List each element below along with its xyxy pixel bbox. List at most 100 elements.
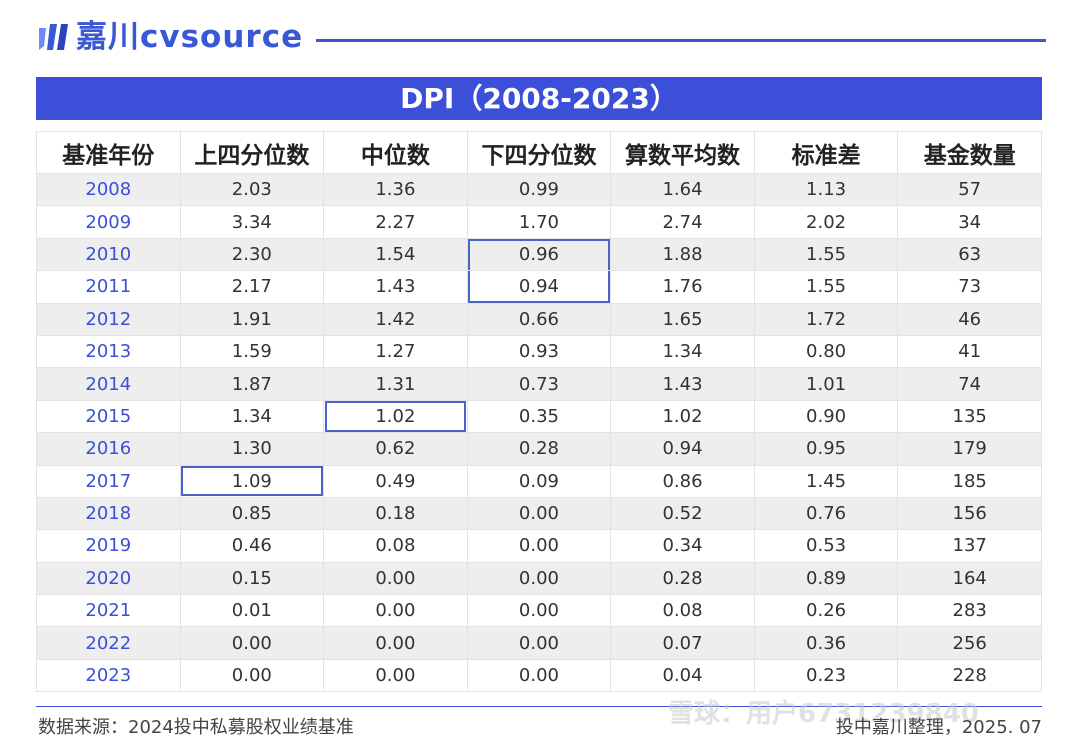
table-cell: 0.07 — [610, 626, 755, 660]
table-cell: 179 — [897, 432, 1042, 466]
table-cell: 1.59 — [179, 334, 325, 369]
table-row: 2016 1.30 0.62 0.28 0.94 0.95 179 — [36, 432, 1042, 466]
brand-name: 嘉川cvsource — [76, 19, 304, 55]
table-title: DPI（2008-2023） — [36, 77, 1042, 120]
column-header: 上四分位数 — [179, 131, 325, 174]
year-cell: 2013 — [36, 334, 181, 369]
table-row: 2008 2.03 1.36 0.99 1.64 1.13 57 — [36, 172, 1042, 207]
table-row: 2018 0.85 0.18 0.00 0.52 0.76 156 — [36, 496, 1042, 531]
table-cell: 2.27 — [323, 205, 468, 239]
table-cell: 0.86 — [610, 464, 755, 498]
table-cell: 228 — [897, 658, 1042, 693]
table-row: 2015 1.34 1.02 0.35 1.02 0.90 135 — [36, 399, 1042, 434]
table-cell: 156 — [897, 496, 1042, 531]
year-cell: 2016 — [36, 432, 181, 466]
table-cell: 0.08 — [323, 529, 468, 563]
table-cell: 3.34 — [179, 205, 325, 239]
table-cell: 1.55 — [753, 270, 899, 304]
table-cell: 0.95 — [753, 432, 899, 466]
year-cell: 2014 — [36, 367, 181, 401]
year-cell: 2021 — [36, 594, 181, 628]
table-cell: 283 — [897, 594, 1042, 628]
year-cell: 2009 — [36, 205, 181, 239]
year-cell: 2015 — [36, 399, 181, 434]
table-cell: 185 — [897, 464, 1042, 498]
table-cell: 0.94 — [466, 270, 612, 304]
table-cell: 0.00 — [466, 594, 612, 628]
table-cell: 0.99 — [466, 172, 612, 207]
table-cell: 1.02 — [323, 399, 468, 434]
table-cell: 0.85 — [179, 496, 325, 531]
year-cell: 2012 — [36, 302, 181, 336]
table-cell: 0.34 — [610, 529, 755, 563]
year-cell: 2023 — [36, 658, 181, 693]
table-cell: 256 — [897, 626, 1042, 660]
table-cell: 1.91 — [179, 302, 325, 336]
table-cell: 0.00 — [466, 626, 612, 660]
table-cell: 0.35 — [466, 399, 612, 434]
table-cell: 1.43 — [323, 270, 468, 304]
table-cell: 1.45 — [753, 464, 899, 498]
table-body: 2008 2.03 1.36 0.99 1.64 1.13 57 2009 3.34 2.27 1.… — [36, 172, 1042, 693]
table-cell: 0.94 — [610, 432, 755, 466]
table-cell: 0.23 — [753, 658, 899, 693]
table-cell: 0.26 — [753, 594, 899, 628]
table-cell: 0.96 — [466, 237, 612, 272]
table-cell: 1.13 — [753, 172, 899, 207]
column-header: 下四分位数 — [466, 131, 612, 174]
year-cell: 2019 — [36, 529, 181, 563]
table-cell: 0.00 — [323, 626, 468, 660]
table-row: 2010 2.30 1.54 0.96 1.88 1.55 63 — [36, 237, 1042, 272]
table-row: 2014 1.87 1.31 0.73 1.43 1.01 74 — [36, 367, 1042, 401]
brand-logo-icon — [39, 24, 68, 50]
table-cell: 1.54 — [323, 237, 468, 272]
table-row: 2021 0.01 0.00 0.00 0.08 0.26 283 — [36, 594, 1042, 628]
table-cell: 1.87 — [179, 367, 325, 401]
table-row: 2023 0.00 0.00 0.00 0.04 0.23 228 — [36, 658, 1042, 693]
table-row: 2022 0.00 0.00 0.00 0.07 0.36 256 — [36, 626, 1042, 660]
table-cell: 74 — [897, 367, 1042, 401]
table-cell: 46 — [897, 302, 1042, 336]
table-cell: 2.02 — [753, 205, 899, 239]
table-cell: 0.01 — [179, 594, 325, 628]
table-cell: 0.04 — [610, 658, 755, 693]
footer-divider — [36, 706, 1042, 707]
table-cell: 1.34 — [179, 399, 325, 434]
table-cell: 0.76 — [753, 496, 899, 531]
table-row: 2011 2.17 1.43 0.94 1.76 1.55 73 — [36, 270, 1042, 304]
table-cell: 0.15 — [179, 561, 325, 596]
table-cell: 1.72 — [753, 302, 899, 336]
table-cell: 73 — [897, 270, 1042, 304]
table-cell: 0.52 — [610, 496, 755, 531]
table-cell: 1.64 — [610, 172, 755, 207]
table-cell: 2.30 — [179, 237, 325, 272]
table-cell: 0.08 — [610, 594, 755, 628]
table-cell: 1.36 — [323, 172, 468, 207]
table-cell: 0.89 — [753, 561, 899, 596]
table-cell: 137 — [897, 529, 1042, 563]
table-cell: 2.17 — [179, 270, 325, 304]
table-cell: 1.09 — [179, 464, 325, 498]
table-cell: 1.30 — [179, 432, 325, 466]
table-cell: 0.18 — [323, 496, 468, 531]
table-cell: 1.70 — [466, 205, 612, 239]
column-header: 标准差 — [753, 131, 899, 174]
table-cell: 1.34 — [610, 334, 755, 369]
table-cell: 0.36 — [753, 626, 899, 660]
column-header: 基金数量 — [897, 131, 1042, 174]
credit-line: 投中嘉川整理，2025. 07 — [835, 717, 1042, 738]
table-cell: 0.73 — [466, 367, 612, 401]
table-cell: 135 — [897, 399, 1042, 434]
table-row: 2013 1.59 1.27 0.93 1.34 0.80 41 — [36, 334, 1042, 369]
table-cell: 1.43 — [610, 367, 755, 401]
table-cell: 0.00 — [323, 561, 468, 596]
table-cell: 0.00 — [466, 529, 612, 563]
table-row: 2019 0.46 0.08 0.00 0.34 0.53 137 — [36, 529, 1042, 563]
table-cell: 57 — [897, 172, 1042, 207]
data-source: 数据来源：2024投中私募股权业绩基准 — [38, 717, 354, 738]
table-cell: 2.03 — [179, 172, 325, 207]
year-cell: 2011 — [36, 270, 181, 304]
table-cell: 1.55 — [753, 237, 899, 272]
table-cell: 0.46 — [179, 529, 325, 563]
table-row: 2020 0.15 0.00 0.00 0.28 0.89 164 — [36, 561, 1042, 596]
